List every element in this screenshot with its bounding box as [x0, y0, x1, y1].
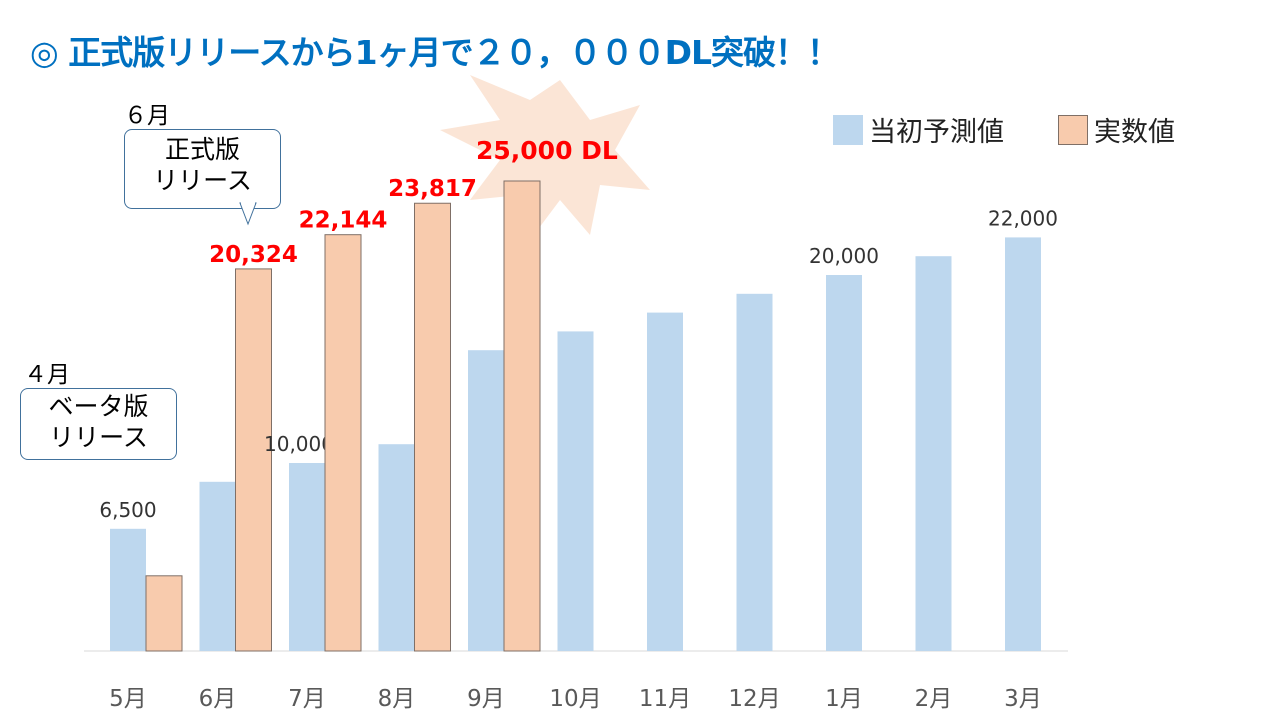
data-label-actual-3: 23,817 — [388, 176, 477, 202]
bar-forecast-10 — [1005, 237, 1041, 651]
bar-actual-3 — [414, 202, 451, 652]
bar-forecast-2 — [289, 463, 325, 651]
bar-actual-0 — [145, 575, 183, 652]
x-tick-label-6: 11月 — [639, 686, 691, 712]
x-tick-label-9: 2月 — [915, 686, 953, 712]
legend-swatch-actual — [1058, 114, 1088, 145]
data-label-forecast-10: 22,000 — [988, 206, 1058, 230]
x-tick-label-8: 1月 — [825, 686, 863, 712]
x-tick-label-5: 10月 — [549, 686, 601, 712]
legend-label-forecast: 当初予測値 — [869, 117, 1004, 148]
callout-official-release: 正式版 リリース — [124, 129, 281, 209]
bar-forecast-9 — [915, 256, 952, 651]
callout-text: 正式版 — [164, 135, 240, 164]
bar-forecast-0 — [110, 528, 146, 651]
bar-actual-1 — [235, 268, 272, 652]
x-tick-label-10: 3月 — [1004, 686, 1042, 712]
bar-actual-4 — [503, 180, 541, 652]
data-label-actual-2: 22,144 — [299, 208, 388, 234]
x-tick-label-1: 6月 — [199, 686, 237, 712]
starburst-highlight — [440, 75, 650, 240]
bar-actual-2 — [324, 234, 362, 652]
legend-label-actual: 実数値 — [1094, 117, 1175, 148]
x-tick-label-3: 8月 — [378, 686, 416, 712]
callout-text: リリース — [49, 423, 148, 452]
callout-month-june: ６月 — [124, 103, 170, 129]
callout-pointer-icon — [239, 202, 257, 226]
callout-text: ベータ版 — [48, 392, 149, 421]
data-label-actual-1: 20,324 — [209, 242, 298, 268]
x-tick-label-2: 7月 — [288, 686, 326, 712]
legend: 当初予測値 実数値 — [833, 110, 1175, 149]
callout-text: リリース — [153, 166, 252, 195]
bar-forecast-4 — [468, 350, 504, 651]
data-label-forecast-0: 6,500 — [99, 498, 156, 522]
x-tick-label-0: 5月 — [109, 686, 147, 712]
data-label-forecast-8: 20,000 — [809, 244, 879, 268]
bar-forecast-6 — [647, 312, 683, 651]
x-tick-label-4: 9月 — [467, 686, 505, 712]
bar-forecast-5 — [557, 331, 594, 651]
callout-month-april: ４月 — [24, 362, 70, 388]
bar-forecast-3 — [378, 444, 415, 651]
bar-forecast-1 — [199, 481, 236, 651]
bar-forecast-8 — [826, 275, 862, 651]
x-tick-label-7: 12月 — [728, 686, 780, 712]
page-title: ◎ 正式版リリースから1ヶ月で２０，０００DL突破！！ — [30, 33, 840, 72]
data-label-forecast-2: 10,000 — [264, 432, 334, 456]
bar-forecast-7 — [736, 293, 773, 651]
legend-swatch-forecast — [833, 114, 863, 145]
callout-beta-release: ベータ版 リリース — [20, 388, 177, 460]
highlight-label: 25,000 DL — [476, 136, 618, 165]
